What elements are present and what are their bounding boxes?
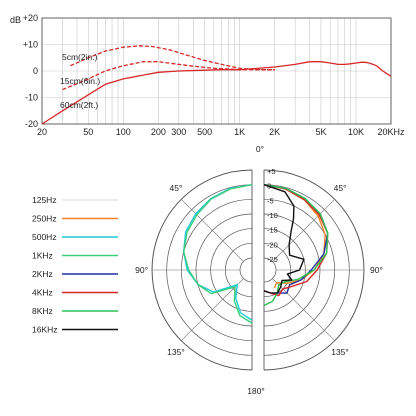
- angle-label: 45°: [170, 183, 183, 193]
- x-tick-label: 1K: [234, 127, 245, 137]
- response-line: [41, 61, 392, 125]
- x-tick-label: 200: [151, 127, 166, 137]
- polar-spoke: [272, 278, 335, 341]
- polar-curve: [183, 184, 253, 321]
- polar-labels: +5 0 -5 -10 -15 -20 -25 0° 45° 90° 135° 180° 45° 90° 1…: [135, 144, 383, 396]
- y-tick-label: -20: [25, 119, 38, 129]
- angle-label: 0°: [256, 144, 264, 154]
- series-label: 15cm(6in.): [60, 76, 100, 86]
- polar-series: [183, 184, 329, 324]
- response-line: [70, 45, 275, 71]
- legend-label: 250Hz: [32, 214, 57, 224]
- y-tick-label: -10: [25, 93, 38, 103]
- x-tick-label: 5K: [315, 127, 326, 137]
- polar-ring: [239, 257, 253, 283]
- legend-label: 16KHz: [32, 325, 58, 335]
- x-tick-label: 500: [197, 127, 212, 137]
- x-tick-label: 300: [171, 127, 186, 137]
- y-tick-label: +20: [23, 13, 38, 23]
- legend-label: 500Hz: [32, 232, 57, 242]
- x-tick-label: 20: [37, 127, 47, 137]
- x-tick-label: 50: [83, 127, 93, 137]
- angle-label: 90°: [135, 265, 148, 275]
- x-tick-label: 2K: [269, 127, 280, 137]
- radial-tick-label: -15: [267, 226, 278, 235]
- series-label: 5cm(2in.): [62, 52, 98, 62]
- angle-label: 135°: [331, 347, 349, 357]
- x-tick-label: 10K: [348, 127, 364, 137]
- radial-tick-label: -10: [267, 211, 278, 220]
- polar-spoke: [272, 199, 335, 262]
- radial-tick-label: -5: [267, 196, 274, 205]
- angle-label: 135°: [167, 347, 185, 357]
- frequency-grid: [41, 17, 392, 125]
- radial-tick-label: 0: [267, 182, 271, 191]
- y-axis-label: dB: [10, 15, 21, 25]
- radial-tick-label: +5: [267, 167, 276, 176]
- angle-label: 45°: [334, 183, 347, 193]
- radial-tick-label: -25: [267, 255, 278, 264]
- legend-label: 125Hz: [32, 195, 57, 205]
- polar-pattern-chart: 125Hz 250Hz 500Hz 1KHz 2KHz 4KHz 8KHz 16KHz +5 0…: [32, 144, 383, 396]
- angle-label: 90°: [370, 265, 383, 275]
- polar-legend: 125Hz 250Hz 500Hz 1KHz 2KHz 4KHz 8KHz 16KHz: [32, 195, 118, 335]
- legend-label: 4KHz: [32, 288, 53, 298]
- polar-curve: [183, 184, 253, 324]
- polar-spoke: [181, 278, 244, 341]
- radial-tick-label: -20: [267, 240, 278, 249]
- polar-curve: [263, 184, 305, 294]
- polar-grid: [151, 169, 365, 371]
- x-tick-label: 20KHz: [377, 127, 405, 137]
- polar-curve: [263, 184, 329, 297]
- angle-label: 180°: [247, 386, 265, 396]
- y-tick-label: +10: [23, 40, 38, 50]
- legend-label: 2KHz: [32, 269, 53, 279]
- frequency-series: [41, 45, 392, 125]
- polar-spoke: [181, 199, 244, 262]
- x-tick-label: 100: [116, 127, 131, 137]
- series-label: 60cm(2ft.): [60, 100, 98, 110]
- plot-frame: [41, 17, 392, 125]
- y-tick-label: 0: [33, 66, 38, 76]
- legend-label: 8KHz: [32, 306, 53, 316]
- legend-label: 1KHz: [32, 251, 53, 261]
